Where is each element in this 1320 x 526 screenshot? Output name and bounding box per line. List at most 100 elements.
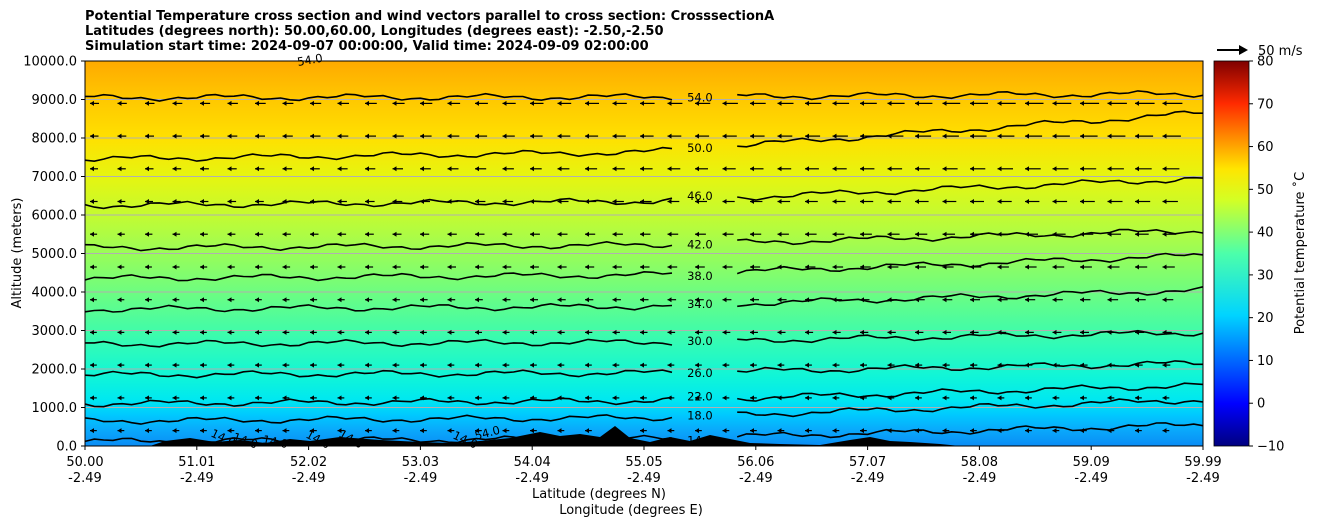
wind-vector-head [530,264,534,270]
wind-vector-head [750,231,754,237]
contour-label-small: 14.0 [261,432,289,451]
wind-vector-head [1107,100,1112,106]
wind-vector-head [915,231,919,237]
wind-vector-head [997,329,1002,335]
contour-line [85,360,1203,379]
wind-vector-head [557,133,562,139]
wind-vector-head [310,166,314,172]
contour-label: 22.0 [687,390,713,404]
wind-vector-head [1135,264,1139,270]
wind-vector-head [475,428,479,434]
wind-vector-head [117,297,122,303]
chart-title-line-1: Potential Temperature cross section and … [85,9,775,24]
wind-vector-head [1162,428,1167,434]
wind-vector-head [612,231,617,237]
wind-vector-head [90,100,94,106]
wind-vector-head [667,100,672,106]
wind-vector-head [337,231,342,237]
wind-vector-head [612,133,617,139]
wind-vector-head [1107,395,1112,401]
chart-title-line-2: Latitudes (degrees north): 50.00,60.00, … [85,24,664,39]
wind-vector-head [640,199,644,204]
wind-vector-head [1052,329,1057,335]
wind-vector-head [805,362,809,368]
x-tick-label-lat: 56.06 [737,455,774,470]
y-tick-label: 5000.0 [32,247,78,262]
wind-vector-head [420,199,424,204]
wind-vector-head [447,100,452,106]
wind-vector-head [667,297,672,303]
contour-line [85,286,1203,313]
x-tick-label-lon: -2.49 [515,471,549,486]
wind-vector-head [750,297,754,303]
wind-vectors [90,100,1183,434]
wind-vector-head [1052,428,1057,434]
wind-vector-head [722,133,727,139]
x-tick-label-lat: 57.07 [849,455,886,470]
wind-vector-head [172,166,177,172]
wind-vector-head [447,428,452,434]
wind-vector-head [200,166,204,172]
x-tick-label-lat: 59.09 [1073,455,1110,470]
contour-label: 30.0 [687,334,713,348]
wind-vector-head [970,166,974,172]
wind-vector-head [887,166,892,172]
wind-vector-head [557,199,562,204]
wind-vector-head [227,428,232,434]
wind-vector-head [942,297,947,303]
wind-vector-head [145,428,149,434]
wind-vector-head [227,297,232,303]
chart-title-line-3: Simulation start time: 2024-09-07 00:00:… [85,39,649,54]
wind-vector-head [805,100,809,106]
wind-vector-head [502,199,507,204]
wind-vector-head [612,264,617,270]
wind-vector-head [887,231,892,237]
wind-vector-head [777,395,782,401]
wind-vector-head [530,329,534,335]
wind-vector-head [1135,395,1139,401]
wind-vector-head [557,166,562,172]
wind-vector-head [970,428,974,434]
grid [85,99,1203,408]
wind-vector-head [475,133,479,139]
wind-vector-head [667,231,672,237]
wind-vector-head [970,264,974,270]
x-tick-label-lon: -2.49 [292,471,326,486]
wind-vector-head [695,100,699,106]
wind-vector-head [1135,100,1139,106]
wind-vector-head [997,231,1002,237]
wind-vector-head [612,199,617,204]
wind-vector-head [1135,329,1139,335]
wind-vector-head [557,428,562,434]
wind-vector-head [557,297,562,303]
wind-vector-head [1107,231,1112,237]
wind-vector-head [502,428,507,434]
wind-vector-head [255,199,259,204]
wind-vector-head [1162,199,1167,204]
wind-vector-head [750,428,754,434]
wind-vector-head [1162,264,1167,270]
wind-vector-head [722,297,727,303]
wind-vector-head [695,133,699,139]
y-tick-label: 7000.0 [32,170,78,185]
wind-vector-head [805,199,809,204]
wind-vector-head [475,231,479,237]
wind-vector-head [997,100,1002,106]
wind-vector-head [695,395,699,401]
y-tick-label: 2000.0 [32,363,78,378]
x-tick-label-lon: -2.49 [180,471,214,486]
wind-vector-head [585,133,589,139]
colorbar-tick-label: 0 [1257,397,1265,412]
wind-vector-head [667,166,672,172]
wind-vector-head [722,329,727,335]
wind-vector-head [612,395,617,401]
wind-vector-head [722,231,727,237]
x-tick-label-lat: 55.05 [625,455,662,470]
wind-vector-head [117,428,122,434]
colorbar-frame [1213,60,1250,447]
wind-vector-head [310,133,314,139]
y-tick-label: 3000.0 [32,324,78,339]
wind-vector-head [1080,100,1084,106]
wind-vector-head [860,264,864,270]
wind-vector-head [832,329,837,335]
